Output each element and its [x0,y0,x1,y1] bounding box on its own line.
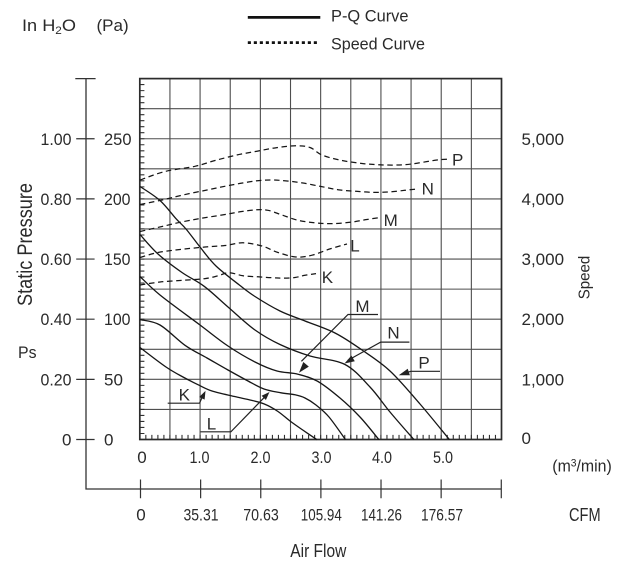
svg-text:50: 50 [104,370,123,389]
svg-text:200: 200 [104,190,131,209]
svg-text:M: M [355,297,369,316]
svg-text:1.00: 1.00 [41,130,72,149]
svg-text:4.0: 4.0 [372,448,392,467]
svg-text:0: 0 [522,429,531,448]
svg-text:M: M [384,211,398,230]
svg-text:0: 0 [104,431,113,450]
svg-text:0: 0 [137,448,146,467]
svg-text:150: 150 [104,250,131,269]
svg-text:In H2O: In H 2O [22,16,76,37]
svg-text:2.0: 2.0 [251,448,271,467]
svg-text:Speed: Speed [577,256,594,300]
svg-text:3,000: 3,000 [522,250,565,269]
svg-text:0.40: 0.40 [41,310,72,329]
svg-text:P: P [418,354,429,373]
svg-text:105.94: 105.94 [301,506,342,525]
svg-text:5,000: 5,000 [522,130,565,149]
svg-text:176.57: 176.57 [421,506,463,525]
svg-text:5.0: 5.0 [433,448,453,467]
svg-text:0.20: 0.20 [41,370,72,389]
svg-text:70.63: 70.63 [243,506,279,525]
svg-text:N: N [422,180,434,199]
svg-text:Ps: Ps [18,343,37,362]
svg-text:L: L [350,237,359,256]
svg-text:141.26: 141.26 [361,506,402,525]
svg-text:K: K [179,386,191,405]
svg-text:0: 0 [62,431,71,450]
svg-text:N: N [387,324,399,343]
svg-text:Speed Curve: Speed Curve [331,35,425,54]
svg-text:1.0: 1.0 [190,448,210,467]
svg-text:P-Q Curve: P-Q Curve [331,6,409,25]
svg-text:Static Pressure: Static Pressure [14,183,37,306]
svg-text:P: P [452,150,463,169]
svg-text:L: L [207,415,216,434]
svg-text:0: 0 [136,506,145,525]
svg-text:100: 100 [104,310,131,329]
svg-text:35.31: 35.31 [184,506,219,525]
svg-text:(Pa): (Pa) [97,16,129,35]
svg-text:CFM: CFM [569,505,601,525]
svg-text:K: K [322,268,334,287]
svg-text:0.60: 0.60 [41,250,72,269]
svg-text:(m3/min): (m3/min) [552,456,612,475]
svg-text:4,000: 4,000 [522,190,565,209]
svg-text:3.0: 3.0 [312,448,332,467]
svg-text:0.80: 0.80 [41,190,72,209]
svg-text:Air Flow: Air Flow [290,540,347,561]
svg-text:1,000: 1,000 [522,370,565,389]
svg-text:250: 250 [104,130,132,149]
svg-text:2,000: 2,000 [522,310,565,329]
